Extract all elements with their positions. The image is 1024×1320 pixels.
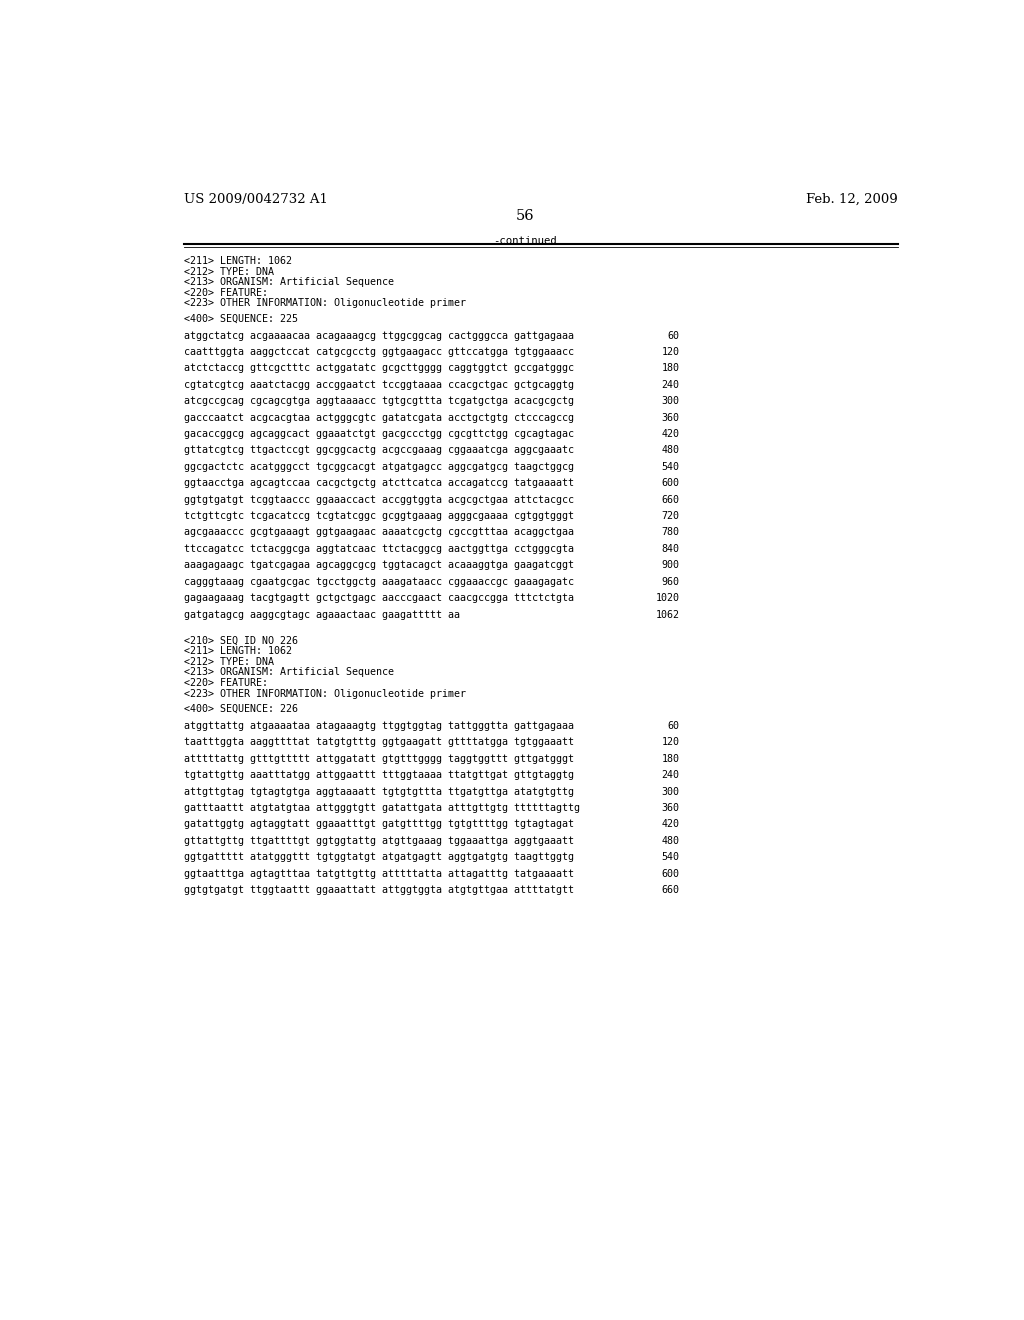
Text: 56: 56 — [515, 210, 535, 223]
Text: ggtgtgatgt ttggtaattt ggaaattatt attggtggta atgtgttgaa attttatgtt: ggtgtgatgt ttggtaattt ggaaattatt attggtg… — [183, 884, 573, 895]
Text: 240: 240 — [662, 380, 680, 389]
Text: cgtatcgtcg aaatctacgg accggaatct tccggtaaaa ccacgctgac gctgcaggtg: cgtatcgtcg aaatctacgg accggaatct tccggta… — [183, 380, 573, 389]
Text: tctgttcgtc tcgacatccg tcgtatcggc gcggtgaaag agggcgaaaa cgtggtgggt: tctgttcgtc tcgacatccg tcgtatcggc gcggtga… — [183, 511, 573, 521]
Text: gttatcgtcg ttgactccgt ggcggcactg acgccgaaag cggaaatcga aggcgaaatc: gttatcgtcg ttgactccgt ggcggcactg acgccga… — [183, 445, 573, 455]
Text: gttattgttg ttgattttgt ggtggtattg atgttgaaag tggaaattga aggtgaaatt: gttattgttg ttgattttgt ggtggtattg atgttga… — [183, 836, 573, 846]
Text: <212> TYPE: DNA: <212> TYPE: DNA — [183, 267, 273, 277]
Text: gatgatagcg aaggcgtagc agaaactaac gaagattttt aa: gatgatagcg aaggcgtagc agaaactaac gaagatt… — [183, 610, 460, 619]
Text: 300: 300 — [662, 787, 680, 796]
Text: 240: 240 — [662, 770, 680, 780]
Text: <400> SEQUENCE: 225: <400> SEQUENCE: 225 — [183, 314, 298, 323]
Text: <223> OTHER INFORMATION: Oligonucleotide primer: <223> OTHER INFORMATION: Oligonucleotide… — [183, 298, 466, 309]
Text: atcgccgcag cgcagcgtga aggtaaaacc tgtgcgttta tcgatgctga acacgcgctg: atcgccgcag cgcagcgtga aggtaaaacc tgtgcgt… — [183, 396, 573, 407]
Text: gatattggtg agtaggtatt ggaaatttgt gatgttttgg tgtgttttgg tgtagtagat: gatattggtg agtaggtatt ggaaatttgt gatgttt… — [183, 820, 573, 829]
Text: 360: 360 — [662, 413, 680, 422]
Text: <211> LENGTH: 1062: <211> LENGTH: 1062 — [183, 256, 292, 265]
Text: 540: 540 — [662, 462, 680, 471]
Text: ttccagatcc tctacggcga aggtatcaac ttctacggcg aactggttga cctgggcgta: ttccagatcc tctacggcga aggtatcaac ttctacg… — [183, 544, 573, 554]
Text: gagaagaaag tacgtgagtt gctgctgagc aacccgaact caacgccgga tttctctgta: gagaagaaag tacgtgagtt gctgctgagc aacccga… — [183, 593, 573, 603]
Text: -continued: -continued — [493, 236, 557, 246]
Text: 300: 300 — [662, 396, 680, 407]
Text: 540: 540 — [662, 853, 680, 862]
Text: <400> SEQUENCE: 226: <400> SEQUENCE: 226 — [183, 704, 298, 714]
Text: <213> ORGANISM: Artificial Sequence: <213> ORGANISM: Artificial Sequence — [183, 277, 393, 288]
Text: 600: 600 — [662, 869, 680, 879]
Text: ggcgactctc acatgggcct tgcggcacgt atgatgagcc aggcgatgcg taagctggcg: ggcgactctc acatgggcct tgcggcacgt atgatga… — [183, 462, 573, 471]
Text: 1020: 1020 — [655, 593, 680, 603]
Text: <210> SEQ ID NO 226: <210> SEQ ID NO 226 — [183, 636, 298, 645]
Text: 180: 180 — [662, 363, 680, 374]
Text: attgttgtag tgtagtgtga aggtaaaatt tgtgtgttta ttgatgttga atatgtgttg: attgttgtag tgtagtgtga aggtaaaatt tgtgtgt… — [183, 787, 573, 796]
Text: 480: 480 — [662, 836, 680, 846]
Text: <220> FEATURE:: <220> FEATURE: — [183, 678, 267, 688]
Text: 360: 360 — [662, 803, 680, 813]
Text: 420: 420 — [662, 820, 680, 829]
Text: 60: 60 — [668, 330, 680, 341]
Text: tgtattgttg aaatttatgg attggaattt tttggtaaaa ttatgttgat gttgtaggtg: tgtattgttg aaatttatgg attggaattt tttggta… — [183, 770, 573, 780]
Text: atggctatcg acgaaaacaa acagaaagcg ttggcggcag cactgggcca gattgagaaa: atggctatcg acgaaaacaa acagaaagcg ttggcgg… — [183, 330, 573, 341]
Text: atggttattg atgaaaataa atagaaagtg ttggtggtag tattgggtta gattgagaaa: atggttattg atgaaaataa atagaaagtg ttggtgg… — [183, 721, 573, 731]
Text: 480: 480 — [662, 445, 680, 455]
Text: ggtgtgatgt tcggtaaccc ggaaaccact accggtggta acgcgctgaa attctacgcc: ggtgtgatgt tcggtaaccc ggaaaccact accggtg… — [183, 495, 573, 504]
Text: 1062: 1062 — [655, 610, 680, 619]
Text: 180: 180 — [662, 754, 680, 764]
Text: cagggtaaag cgaatgcgac tgcctggctg aaagataacc cggaaaccgc gaaagagatc: cagggtaaag cgaatgcgac tgcctggctg aaagata… — [183, 577, 573, 586]
Text: Feb. 12, 2009: Feb. 12, 2009 — [806, 193, 898, 206]
Text: ggtaacctga agcagtccaa cacgctgctg atcttcatca accagatccg tatgaaaatt: ggtaacctga agcagtccaa cacgctgctg atcttca… — [183, 478, 573, 488]
Text: ggtgattttt atatgggttt tgtggtatgt atgatgagtt aggtgatgtg taagttggtg: ggtgattttt atatgggttt tgtggtatgt atgatga… — [183, 853, 573, 862]
Text: aaagagaagc tgatcgagaa agcaggcgcg tggtacagct acaaaggtga gaagatcggt: aaagagaagc tgatcgagaa agcaggcgcg tggtaca… — [183, 560, 573, 570]
Text: 900: 900 — [662, 560, 680, 570]
Text: 660: 660 — [662, 495, 680, 504]
Text: 780: 780 — [662, 528, 680, 537]
Text: US 2009/0042732 A1: US 2009/0042732 A1 — [183, 193, 328, 206]
Text: <211> LENGTH: 1062: <211> LENGTH: 1062 — [183, 647, 292, 656]
Text: gacaccggcg agcaggcact ggaaatctgt gacgccctgg cgcgttctgg cgcagtagac: gacaccggcg agcaggcact ggaaatctgt gacgccc… — [183, 429, 573, 440]
Text: <213> ORGANISM: Artificial Sequence: <213> ORGANISM: Artificial Sequence — [183, 668, 393, 677]
Text: 420: 420 — [662, 429, 680, 440]
Text: <223> OTHER INFORMATION: Oligonucleotide primer: <223> OTHER INFORMATION: Oligonucleotide… — [183, 689, 466, 698]
Text: caatttggta aaggctccat catgcgcctg ggtgaagacc gttccatgga tgtggaaacc: caatttggta aaggctccat catgcgcctg ggtgaag… — [183, 347, 573, 356]
Text: atctctaccg gttcgctttc actggatatc gcgcttgggg caggtggtct gccgatgggc: atctctaccg gttcgctttc actggatatc gcgcttg… — [183, 363, 573, 374]
Text: atttttattg gtttgttttt attggatatt gtgtttgggg taggtggttt gttgatgggt: atttttattg gtttgttttt attggatatt gtgtttg… — [183, 754, 573, 764]
Text: 600: 600 — [662, 478, 680, 488]
Text: agcgaaaccc gcgtgaaagt ggtgaagaac aaaatcgctg cgccgtttaa acaggctgaa: agcgaaaccc gcgtgaaagt ggtgaagaac aaaatcg… — [183, 528, 573, 537]
Text: 120: 120 — [662, 738, 680, 747]
Text: 960: 960 — [662, 577, 680, 586]
Text: 840: 840 — [662, 544, 680, 554]
Text: 660: 660 — [662, 884, 680, 895]
Text: <212> TYPE: DNA: <212> TYPE: DNA — [183, 657, 273, 667]
Text: gatttaattt atgtatgtaa attgggtgtt gatattgata atttgttgtg ttttttagttg: gatttaattt atgtatgtaa attgggtgtt gatattg… — [183, 803, 580, 813]
Text: 60: 60 — [668, 721, 680, 731]
Text: <220> FEATURE:: <220> FEATURE: — [183, 288, 267, 298]
Text: 720: 720 — [662, 511, 680, 521]
Text: 120: 120 — [662, 347, 680, 356]
Text: gacccaatct acgcacgtaa actgggcgtc gatatcgata acctgctgtg ctcccagccg: gacccaatct acgcacgtaa actgggcgtc gatatcg… — [183, 413, 573, 422]
Text: ggtaatttga agtagtttaa tatgttgttg atttttatta attagatttg tatgaaaatt: ggtaatttga agtagtttaa tatgttgttg attttta… — [183, 869, 573, 879]
Text: taatttggta aaggttttat tatgtgtttg ggtgaagatt gttttatgga tgtggaaatt: taatttggta aaggttttat tatgtgtttg ggtgaag… — [183, 738, 573, 747]
